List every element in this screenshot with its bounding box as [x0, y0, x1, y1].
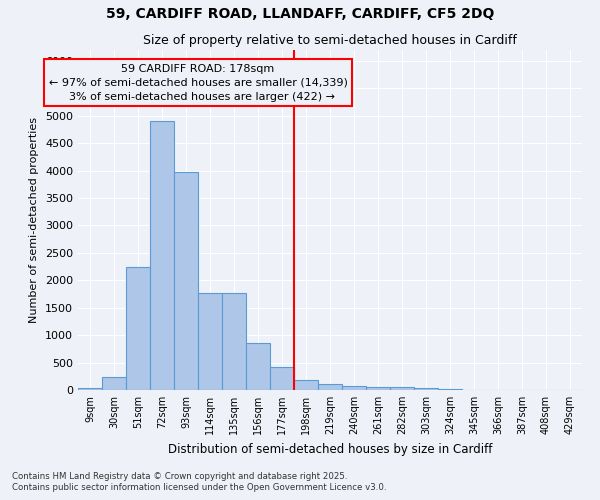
- Bar: [174, 172, 198, 390]
- Bar: [126, 266, 150, 390]
- Title: Size of property relative to semi-detached houses in Cardiff: Size of property relative to semi-detach…: [143, 34, 517, 48]
- Bar: [222, 294, 246, 390]
- Bar: [366, 386, 390, 390]
- Bar: [414, 388, 438, 390]
- X-axis label: Distribution of semi-detached houses by size in Cardiff: Distribution of semi-detached houses by …: [168, 442, 492, 456]
- Bar: [78, 388, 102, 390]
- Text: 59 CARDIFF ROAD: 178sqm
← 97% of semi-detached houses are smaller (14,339)
  3% : 59 CARDIFF ROAD: 178sqm ← 97% of semi-de…: [49, 64, 347, 102]
- Text: 59, CARDIFF ROAD, LLANDAFF, CARDIFF, CF5 2DQ: 59, CARDIFF ROAD, LLANDAFF, CARDIFF, CF5…: [106, 8, 494, 22]
- Bar: [294, 380, 318, 390]
- Bar: [198, 294, 222, 390]
- Bar: [246, 344, 270, 390]
- Bar: [102, 378, 126, 390]
- Bar: [270, 367, 294, 390]
- Bar: [318, 384, 342, 390]
- Bar: [150, 122, 174, 390]
- Bar: [390, 387, 414, 390]
- Y-axis label: Number of semi-detached properties: Number of semi-detached properties: [29, 117, 40, 323]
- Text: Contains HM Land Registry data © Crown copyright and database right 2025.
Contai: Contains HM Land Registry data © Crown c…: [12, 472, 386, 492]
- Bar: [342, 386, 366, 390]
